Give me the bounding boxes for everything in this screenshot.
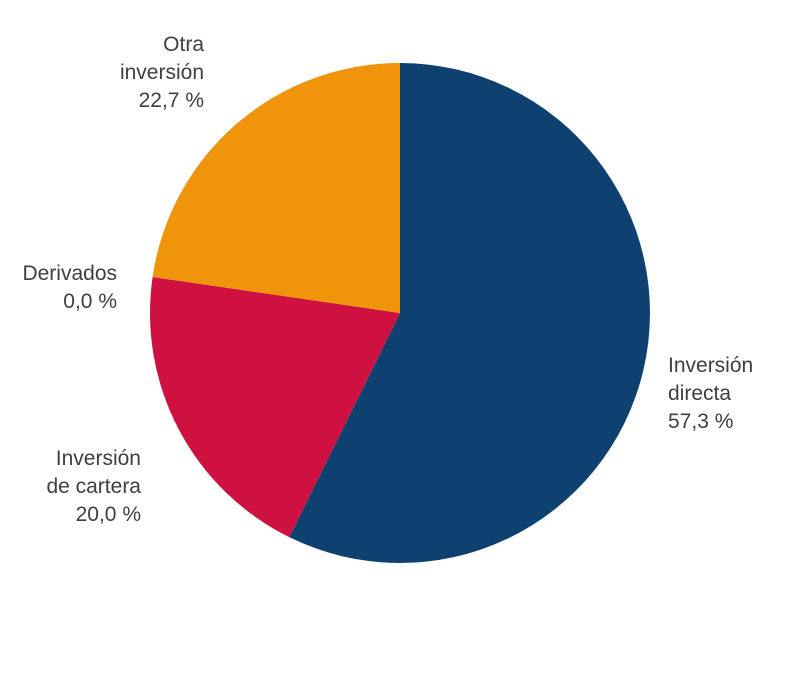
slice-label-line: Derivados [22,262,117,285]
slice-label-otra-inversion: Otra inversión 22,7 % [120,31,204,115]
slice-label-inversion-directa: Inversión directa 57,3 % [668,352,753,436]
slice-label-line: inversión [119,61,204,84]
slice-label-line: Inversión [668,354,754,377]
pie-slice-1 [150,277,400,538]
slice-label-inversion-de-cartera: Inversión de cartera 20,0 % [46,445,141,529]
slice-label-value: 22,7 % [138,89,204,112]
slice-label-line: de cartera [46,475,141,498]
slice-label-value: 57,3 % [668,410,734,433]
pie-slice-0 [289,63,651,563]
slice-label-derivados: Derivados 0,0 % [22,260,117,316]
slice-label-line: directa [668,382,732,405]
slice-label-value: 0,0 % [63,290,117,313]
slice-label-line: Otra [163,33,204,56]
slice-label-line: Inversión [55,447,141,470]
slice-label-value: 20,0 % [75,503,141,526]
pie-slice-3 [152,63,400,313]
